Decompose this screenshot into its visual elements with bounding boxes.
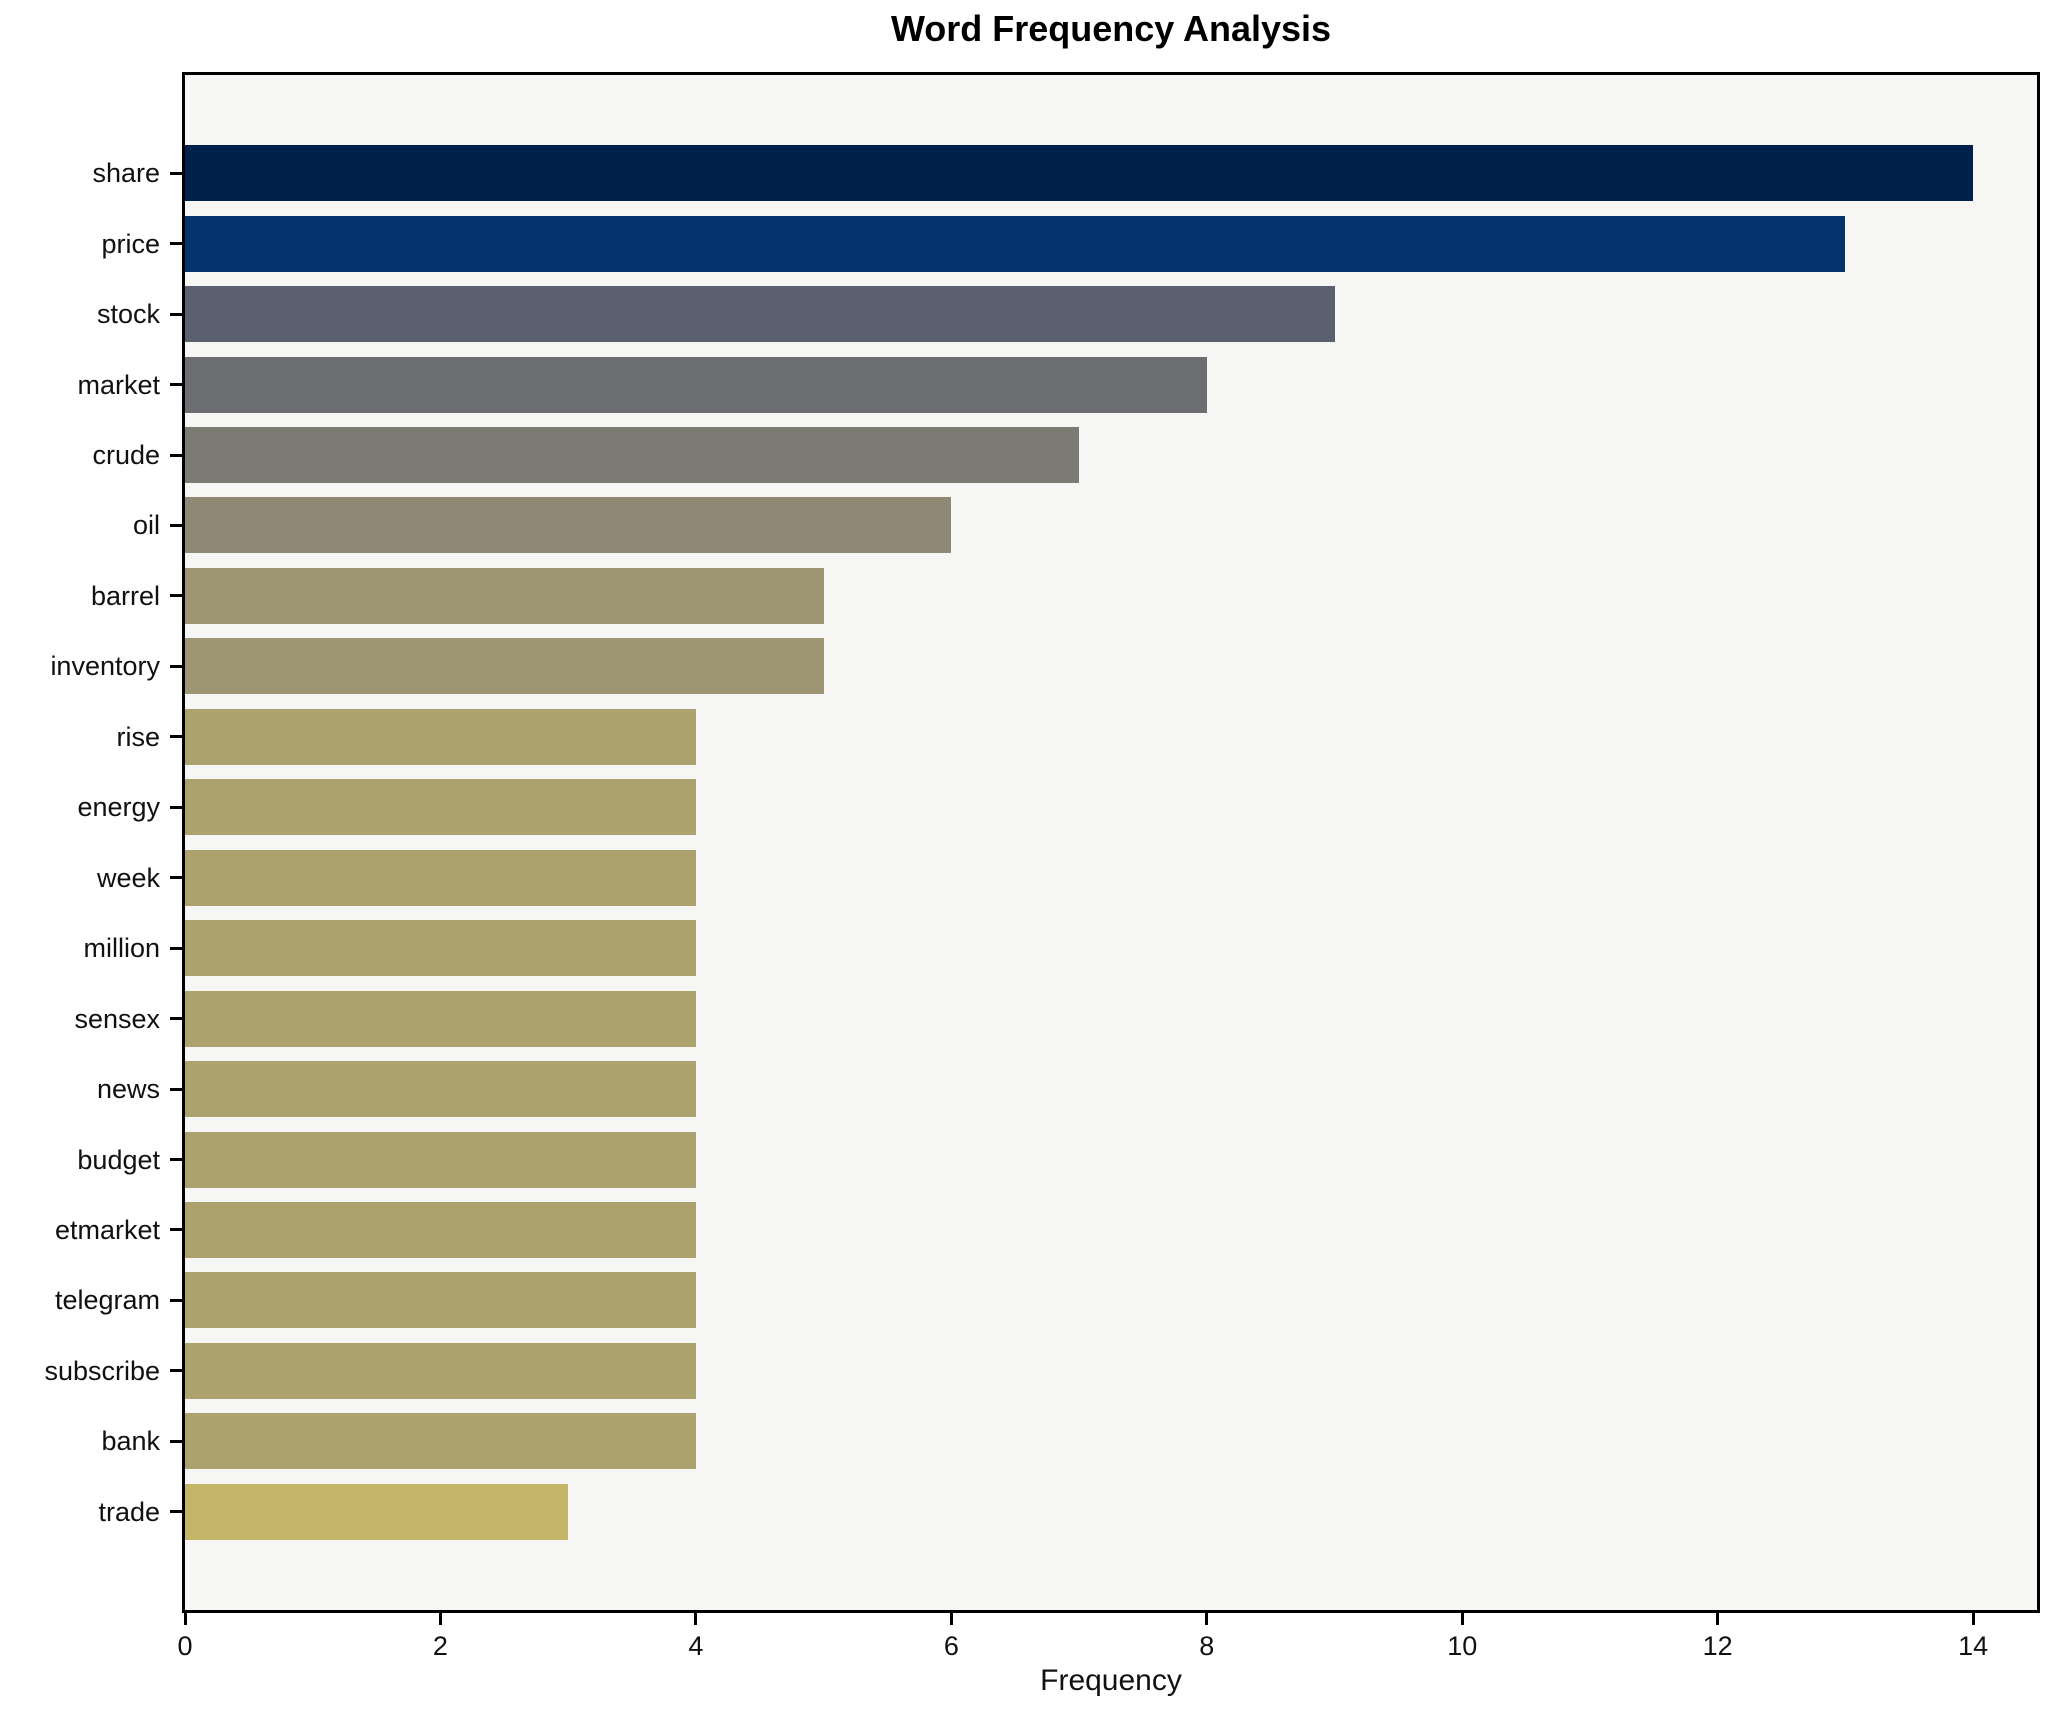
y-tick-label-trade: trade (98, 1496, 160, 1527)
x-tick-label-6: 6 (943, 1631, 959, 1661)
plot-area (182, 72, 2040, 1613)
x-tick-mark (1460, 1613, 1464, 1625)
y-tick-label-week: week (96, 862, 160, 893)
y-tick-label-market: market (77, 369, 160, 400)
bar-trade (185, 1483, 569, 1540)
x-tick-mark (949, 1613, 953, 1625)
y-tick-label-rise: rise (116, 721, 160, 752)
bar-oil (185, 497, 952, 554)
y-tick-label-inventory: inventory (50, 651, 160, 682)
bar-telegram (185, 1272, 696, 1329)
y-tick-label-etmarket: etmarket (54, 1214, 160, 1245)
x-tick-label-10: 10 (1447, 1631, 1478, 1661)
y-tick-mark (170, 594, 182, 598)
bar-subscribe (185, 1342, 696, 1399)
bar-etmarket (185, 1201, 696, 1258)
x-tick-label-2: 2 (432, 1631, 448, 1661)
bar-news (185, 1061, 696, 1118)
x-tick-label-12: 12 (1702, 1631, 1733, 1661)
bar-sensex (185, 990, 696, 1047)
y-tick-label-telegram: telegram (54, 1285, 160, 1316)
y-tick-label-price: price (101, 228, 160, 259)
y-tick-mark (170, 312, 182, 316)
x-tick-mark (1716, 1613, 1720, 1625)
y-tick-label-bank: bank (101, 1426, 160, 1457)
y-tick-label-stock: stock (96, 299, 160, 330)
y-tick-label-energy: energy (77, 792, 160, 823)
bar-crude (185, 427, 1080, 484)
x-tick-mark (183, 1613, 187, 1625)
y-tick-mark (170, 1017, 182, 1021)
bar-barrel (185, 567, 824, 624)
y-tick-mark (170, 383, 182, 387)
bar-stock (185, 286, 1335, 343)
y-tick-mark (170, 876, 182, 880)
y-tick-label-news: news (96, 1074, 160, 1105)
y-tick-label-sensex: sensex (74, 1003, 160, 1034)
y-tick-mark (170, 1298, 182, 1302)
y-tick-mark (170, 171, 182, 175)
x-axis-title: Frequency (1040, 1664, 1182, 1697)
x-tick-mark (1971, 1613, 1975, 1625)
y-tick-mark (170, 1158, 182, 1162)
x-tick-label-4: 4 (688, 1631, 704, 1661)
y-tick-mark (170, 523, 182, 527)
chart-title: Word Frequency Analysis (890, 8, 1332, 49)
y-tick-mark (170, 1369, 182, 1373)
bar-million (185, 920, 696, 977)
y-tick-label-share: share (92, 158, 160, 189)
x-tick-mark (1205, 1613, 1209, 1625)
y-tick-mark (170, 242, 182, 246)
y-tick-label-million: million (83, 933, 160, 964)
bar-bank (185, 1413, 696, 1470)
y-tick-mark (170, 805, 182, 809)
bar-price (185, 215, 1846, 272)
x-tick-mark (694, 1613, 698, 1625)
y-tick-label-oil: oil (132, 510, 160, 541)
x-tick-label-14: 14 (1958, 1631, 1989, 1661)
y-tick-mark (170, 664, 182, 668)
y-tick-label-budget: budget (77, 1144, 160, 1175)
bar-inventory (185, 638, 824, 695)
y-tick-mark (170, 946, 182, 950)
y-tick-mark (170, 1439, 182, 1443)
x-tick-label-0: 0 (177, 1631, 193, 1661)
y-tick-label-barrel: barrel (90, 580, 160, 611)
bar-market (185, 356, 1207, 413)
y-tick-mark (170, 735, 182, 739)
x-tick-label-8: 8 (1199, 1631, 1215, 1661)
y-tick-label-crude: crude (92, 440, 160, 471)
bar-budget (185, 1131, 696, 1188)
y-tick-mark (170, 1228, 182, 1232)
x-tick-mark (438, 1613, 442, 1625)
y-tick-mark (170, 1087, 182, 1091)
y-tick-label-subscribe: subscribe (44, 1355, 160, 1386)
y-tick-mark (170, 453, 182, 457)
bar-rise (185, 708, 696, 765)
bar-share (185, 145, 1974, 202)
bar-energy (185, 779, 696, 836)
bar-week (185, 849, 696, 906)
y-tick-mark (170, 1510, 182, 1514)
